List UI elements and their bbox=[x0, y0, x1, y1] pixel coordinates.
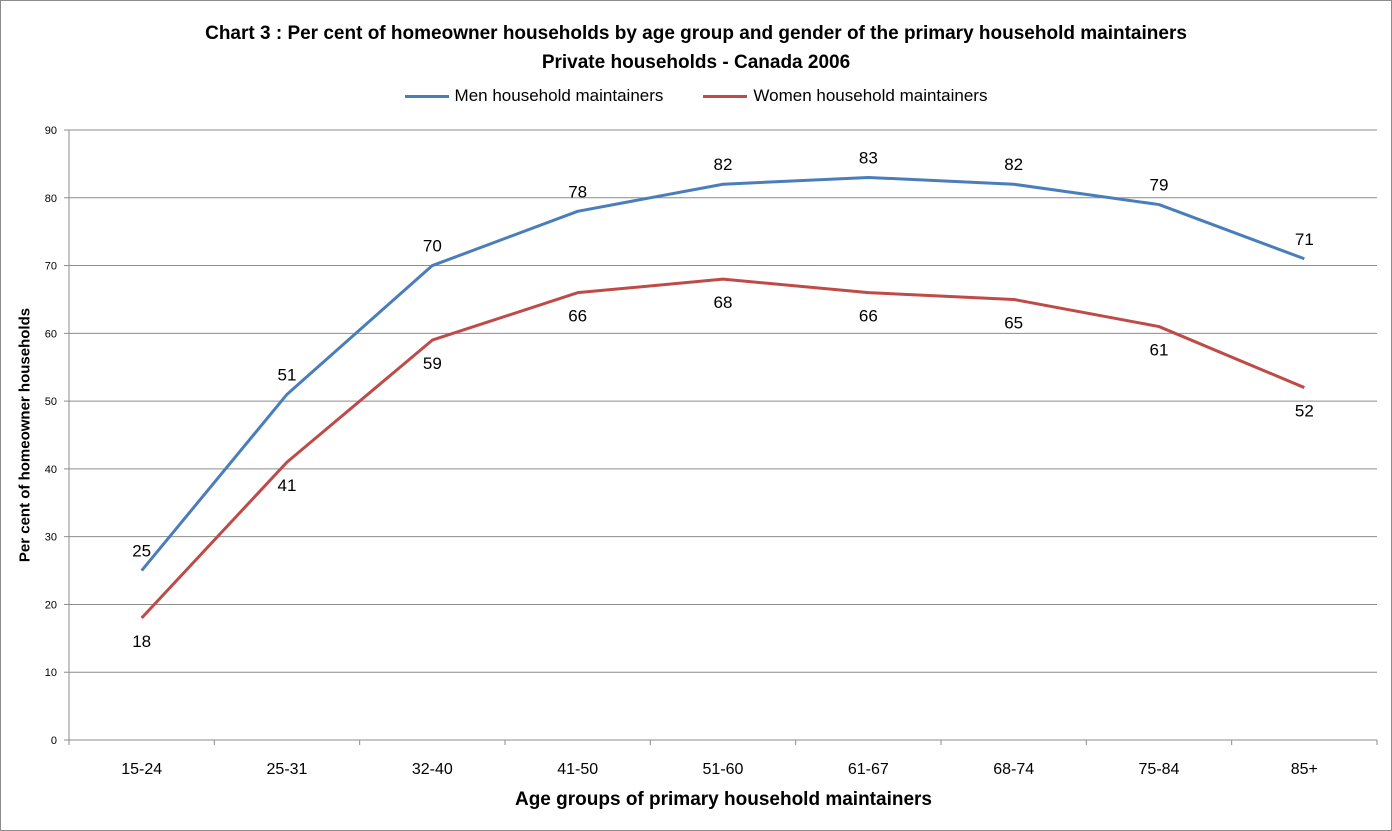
y-tick-label-20: 20 bbox=[45, 599, 57, 611]
data-label-men-41-50: 78 bbox=[568, 182, 587, 201]
legend-item-men: Men household maintainers bbox=[404, 86, 664, 106]
y-tick-label-80: 80 bbox=[45, 193, 57, 205]
x-tick-label-25-31: 25-31 bbox=[267, 761, 308, 778]
data-label-men-85+: 71 bbox=[1295, 230, 1314, 249]
series-line-women bbox=[140, 277, 1305, 620]
chart-title: Chart 3 : Per cent of homeowner househol… bbox=[205, 23, 1187, 44]
y-tick-label-60: 60 bbox=[45, 328, 57, 340]
data-label-women-25-31: 41 bbox=[278, 476, 297, 495]
legend: Men household maintainers Women househol… bbox=[1, 86, 1391, 106]
legend-swatch-men bbox=[404, 94, 449, 98]
data-label-women-68-74: 65 bbox=[1004, 313, 1023, 332]
data-label-men-61-67: 83 bbox=[859, 148, 878, 167]
data-label-women-85+: 52 bbox=[1295, 402, 1314, 421]
x-tick-label-68-74: 68-74 bbox=[993, 761, 1034, 778]
legend-label-women: Women household maintainers bbox=[753, 86, 988, 105]
chart-subtitle: Private households - Canada 2006 bbox=[541, 52, 851, 73]
data-label-women-15-24: 18 bbox=[132, 632, 151, 651]
y-tick-label-40: 40 bbox=[45, 464, 57, 476]
data-label-women-61-67: 66 bbox=[859, 307, 878, 326]
y-tick-label-90: 90 bbox=[45, 125, 57, 137]
x-tick-label-75-84: 75-84 bbox=[1139, 761, 1180, 778]
chart-title-block: Chart 3 : Per cent of homeowner househol… bbox=[1, 19, 1391, 77]
data-label-men-51-60: 82 bbox=[714, 155, 733, 174]
legend-item-women: Women household maintainers bbox=[703, 86, 987, 106]
legend-label-men: Men household maintainers bbox=[454, 86, 664, 105]
x-tick-label-61-67: 61-67 bbox=[848, 761, 889, 778]
data-label-women-32-40: 59 bbox=[423, 354, 442, 373]
y-axis-label: Per cent of homeowner households bbox=[16, 307, 34, 563]
x-tick-label-15-24: 15-24 bbox=[121, 761, 162, 778]
data-label-men-32-40: 70 bbox=[423, 237, 442, 256]
legend-swatch-women bbox=[703, 94, 748, 98]
data-label-women-51-60: 68 bbox=[714, 293, 733, 312]
data-label-women-75-84: 61 bbox=[1150, 341, 1169, 360]
data-label-men-75-84: 79 bbox=[1150, 176, 1169, 195]
y-tick-label-0: 0 bbox=[51, 735, 57, 747]
y-tick-label-10: 10 bbox=[45, 667, 57, 679]
y-tick-label-70: 70 bbox=[45, 261, 57, 273]
data-label-men-15-24: 25 bbox=[132, 542, 151, 561]
data-label-men-68-74: 82 bbox=[1004, 155, 1023, 174]
x-axis-label: Age groups of primary household maintain… bbox=[514, 789, 932, 810]
y-tick-label-30: 30 bbox=[45, 532, 57, 544]
data-label-men-25-31: 51 bbox=[278, 365, 297, 384]
data-label-women-41-50: 66 bbox=[568, 307, 587, 326]
x-tick-label-85+: 85+ bbox=[1291, 761, 1318, 778]
x-tick-label-32-40: 32-40 bbox=[412, 761, 453, 778]
x-tick-label-41-50: 41-50 bbox=[557, 761, 598, 778]
y-tick-label-50: 50 bbox=[45, 396, 57, 408]
x-tick-label-51-60: 51-60 bbox=[703, 761, 744, 778]
series-line-men bbox=[140, 175, 1305, 572]
